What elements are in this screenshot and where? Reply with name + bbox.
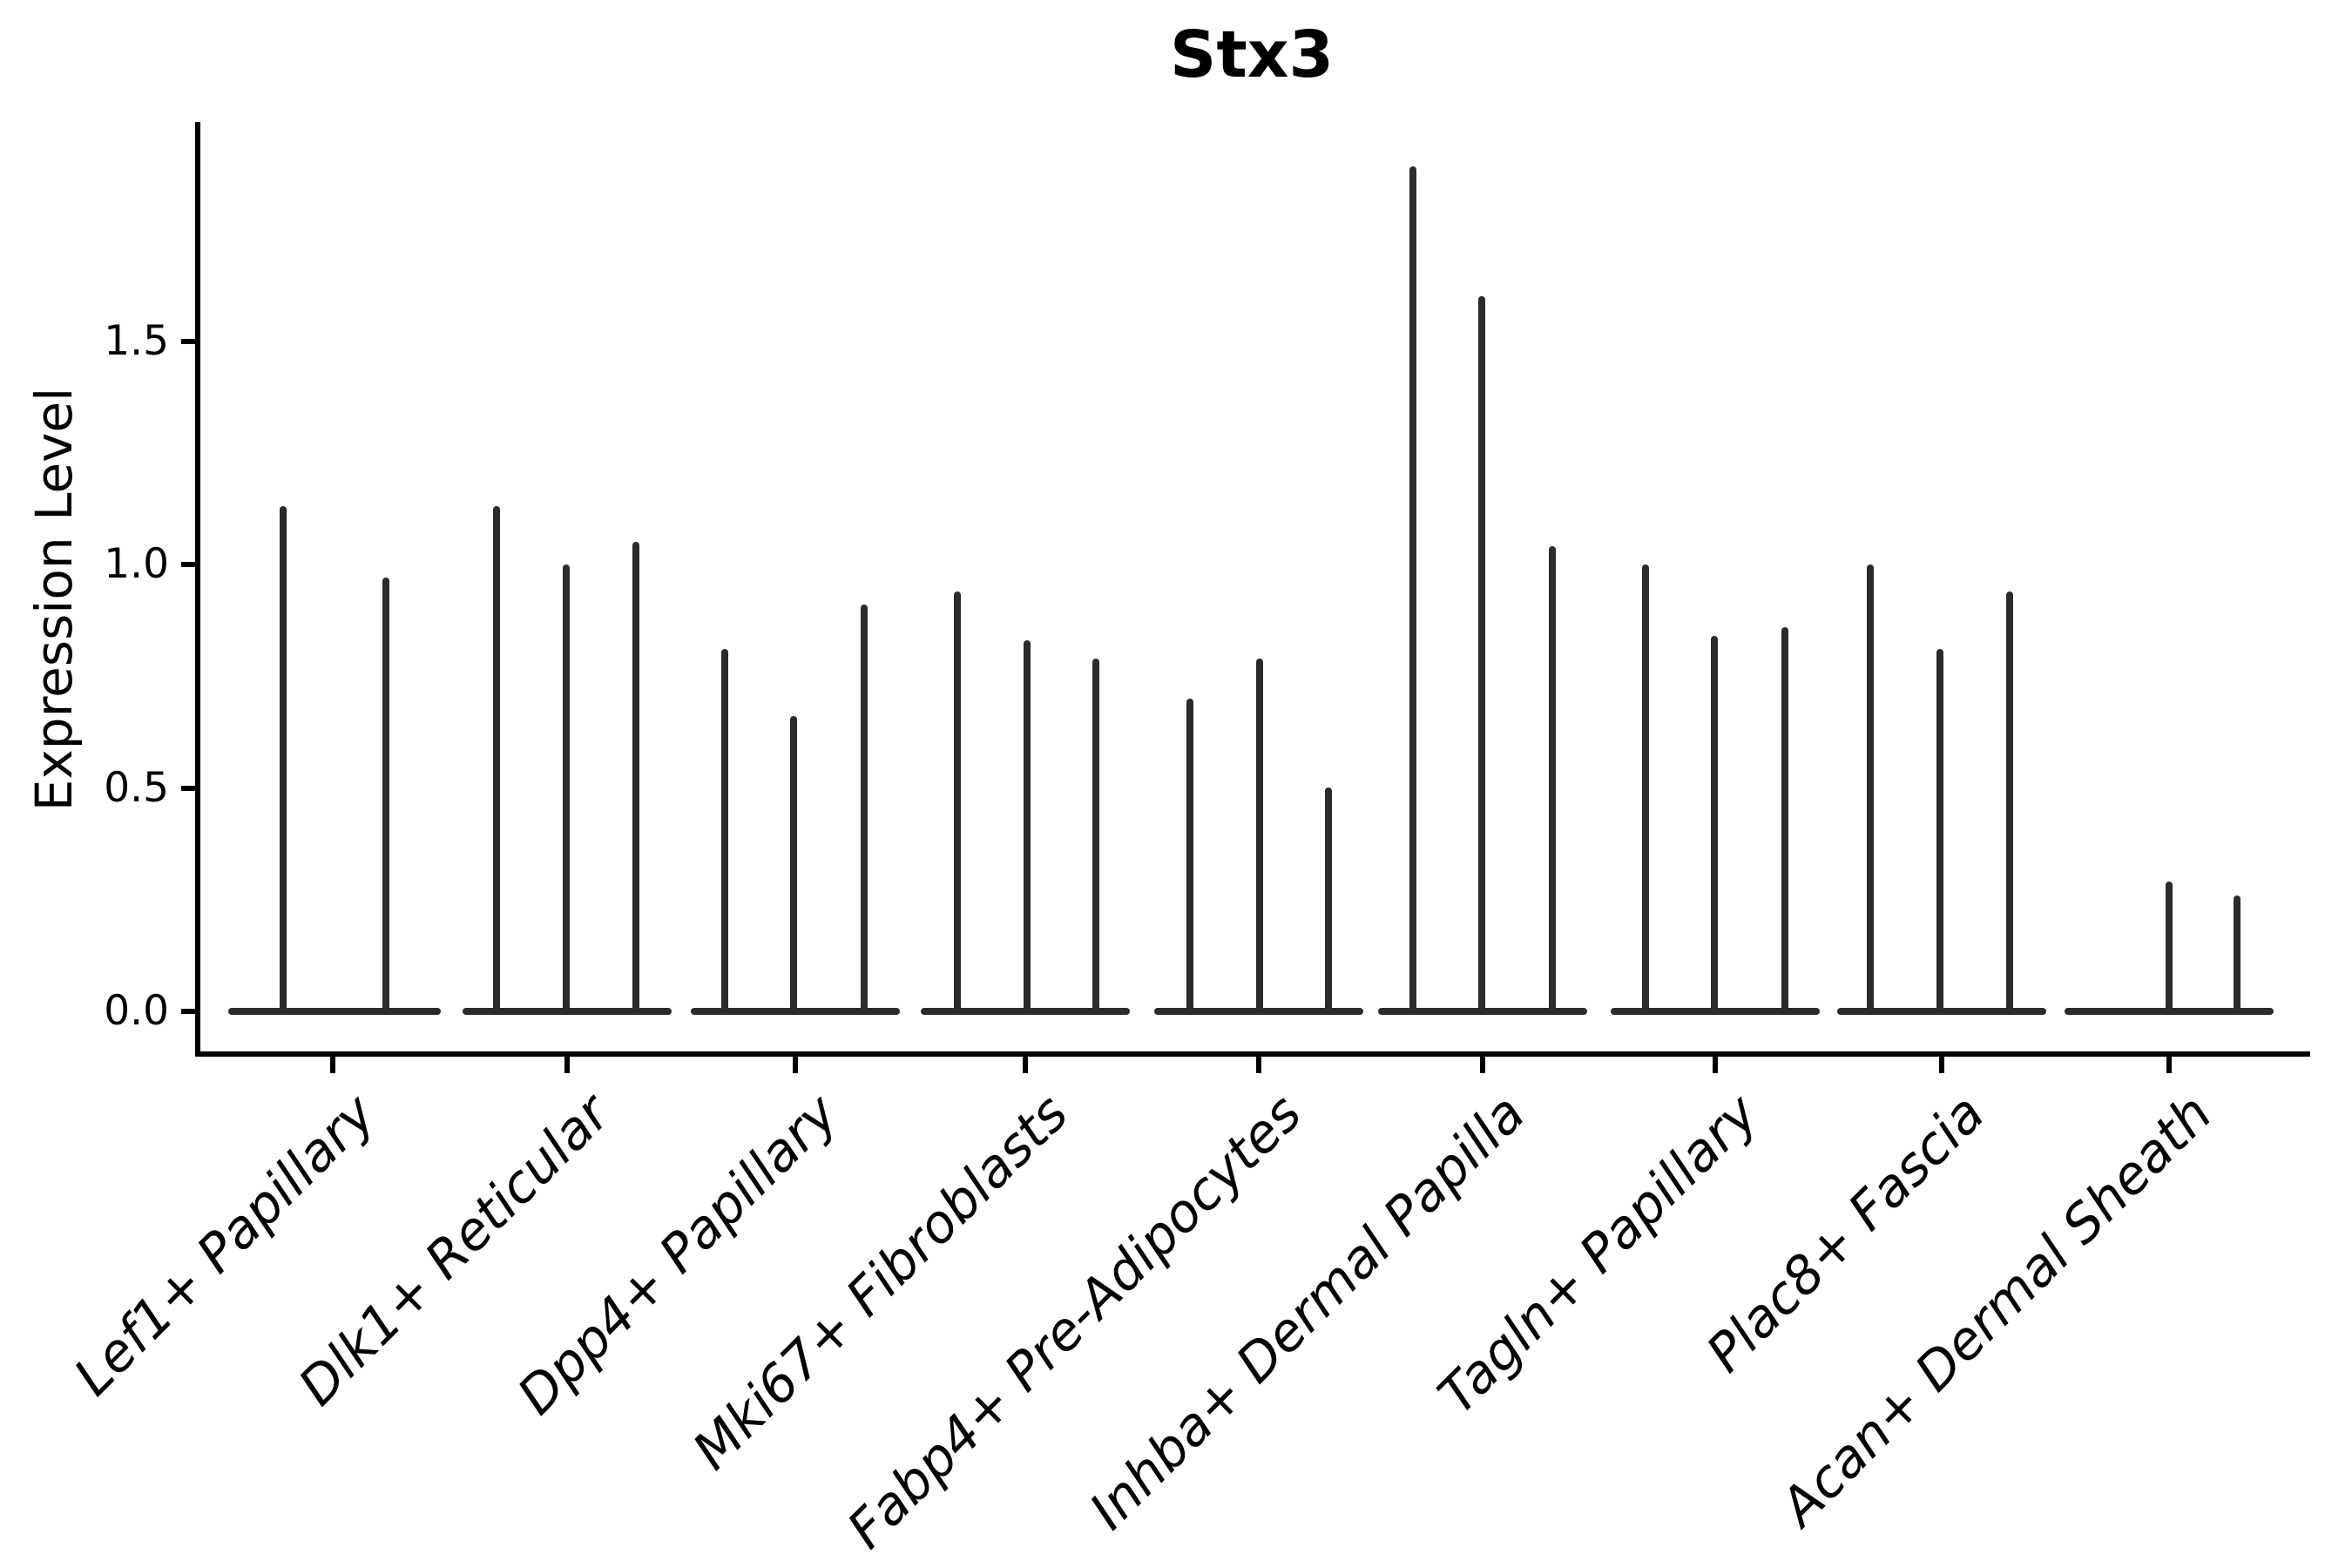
violin-spike	[2166, 882, 2173, 1011]
y-tick-mark	[181, 338, 197, 344]
x-tick-label: Acan+ Dermal Sheath	[1768, 1083, 2224, 1538]
violin-spike	[493, 506, 500, 1011]
violin-baseline	[691, 1008, 900, 1015]
x-tick-mark	[2166, 1057, 2172, 1073]
y-axis-label: Expression Level	[24, 387, 84, 812]
violin-spike	[1549, 546, 1556, 1011]
violin-baseline	[1611, 1008, 1820, 1015]
violin-baseline	[1378, 1008, 1587, 1015]
violin-spike	[1092, 659, 1099, 1011]
x-tick-mark	[1713, 1057, 1718, 1073]
y-axis-spine	[195, 122, 200, 1057]
violin-baseline	[2065, 1008, 2274, 1015]
violin-spike	[954, 591, 961, 1011]
violin-spike	[721, 649, 728, 1011]
y-tick-label: 1.5	[104, 316, 169, 365]
y-tick-mark	[181, 1009, 197, 1014]
x-tick-mark	[1023, 1057, 1028, 1073]
violin-spike	[280, 506, 287, 1011]
violin-spike	[1711, 636, 1718, 1011]
violin-spike	[1409, 166, 1416, 1011]
violin-baseline	[463, 1008, 672, 1015]
violin-spike	[2234, 896, 2240, 1011]
violin-baseline	[228, 1008, 441, 1015]
violin-spike	[1186, 699, 1193, 1011]
violin-spike	[632, 542, 639, 1011]
x-tick-mark	[1256, 1057, 1261, 1073]
x-axis-spine	[195, 1051, 2310, 1057]
x-tick-mark	[793, 1057, 798, 1073]
violin-spike	[1478, 296, 1485, 1011]
violin-spike	[1325, 787, 1332, 1011]
violin-spike	[1936, 649, 1943, 1011]
violin-spike	[1256, 659, 1263, 1011]
violin-spike	[1781, 627, 1788, 1011]
x-tick-mark	[564, 1057, 570, 1073]
violin-baseline	[1837, 1008, 2046, 1015]
y-tick-label: 1.0	[104, 540, 169, 588]
x-tick-mark	[1480, 1057, 1485, 1073]
violin-spike	[861, 605, 868, 1011]
violin-spike	[1024, 640, 1031, 1011]
violin-spike	[790, 716, 797, 1011]
y-tick-mark	[181, 785, 197, 791]
y-tick-mark	[181, 562, 197, 567]
y-tick-label: 0.5	[104, 763, 169, 812]
violin-spike	[1867, 564, 1874, 1011]
x-tick-mark	[1939, 1057, 1944, 1073]
chart-title: Stx3	[1170, 17, 1334, 92]
x-tick-mark	[330, 1057, 335, 1073]
violin-spike	[382, 578, 389, 1011]
x-tick-label: Fabp4+ Pre-Adipocytes	[835, 1083, 1314, 1561]
violin-spike	[2006, 591, 2013, 1011]
y-tick-label: 0.0	[104, 987, 169, 1035]
violin-baseline	[921, 1008, 1130, 1015]
x-tick-label: Inhba+ Dermal Papilla	[1078, 1083, 1538, 1542]
violin-spike	[563, 564, 570, 1011]
violin-spike	[1642, 564, 1649, 1011]
violin-baseline	[1154, 1008, 1363, 1015]
